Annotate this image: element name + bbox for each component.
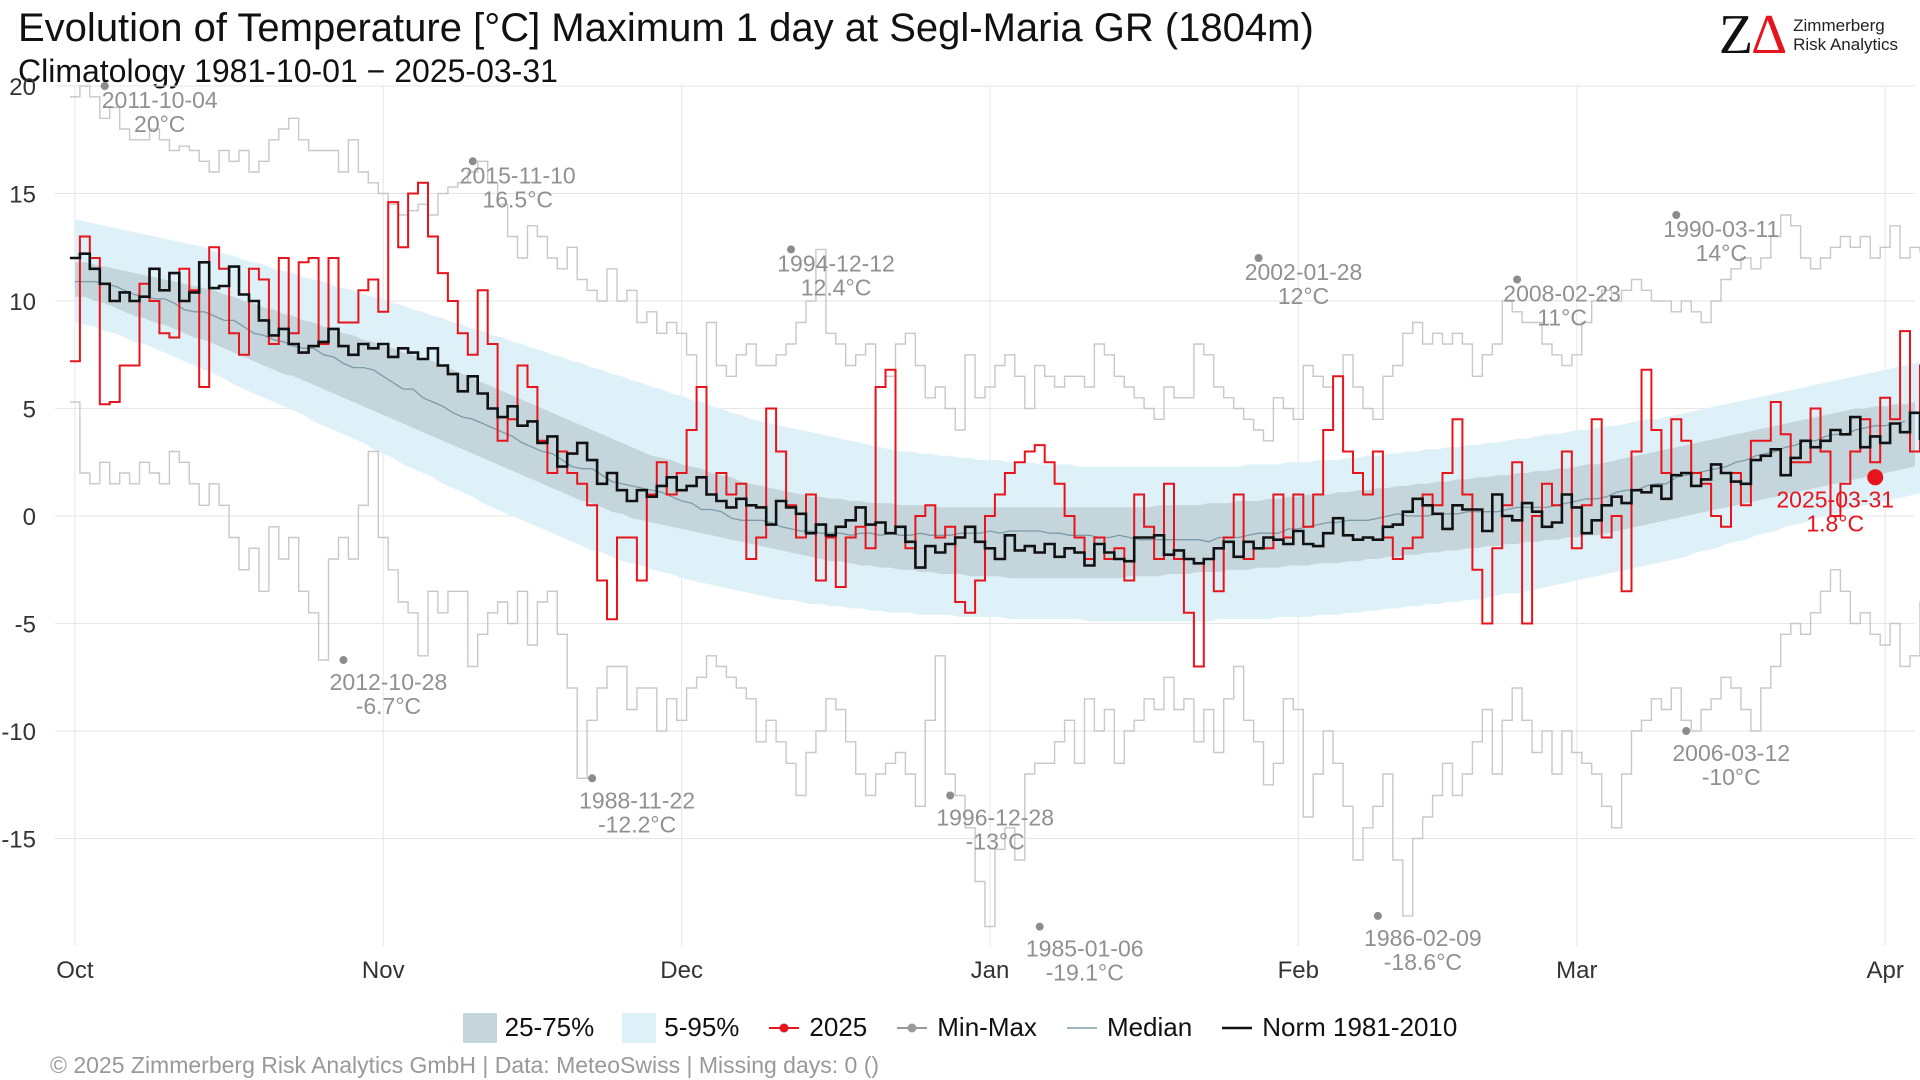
record-label-value: 16.5°C bbox=[482, 186, 553, 212]
record-label-date: 2006-03-12 bbox=[1672, 740, 1790, 766]
logo-mark: ZΔ bbox=[1719, 7, 1787, 63]
current-value-point bbox=[1867, 469, 1884, 486]
record-label-value: -12.2°C bbox=[598, 811, 676, 837]
logo-delta: Δ bbox=[1751, 4, 1787, 66]
record-point bbox=[468, 157, 477, 166]
x-tick-label: Jan bbox=[971, 957, 1010, 984]
record-label-date: 2015-11-10 bbox=[460, 162, 576, 188]
record-label-value: 20°C bbox=[134, 111, 185, 137]
legend-swatch-median bbox=[1065, 1013, 1099, 1043]
record-point bbox=[1682, 727, 1691, 735]
y-tick-label: 15 bbox=[9, 182, 36, 209]
temperature-chart: 20 15 10 5 0 -5 -10 -15 Oct Nov Dec Jan Feb Mar Apr 201… bbox=[1, 74, 1920, 986]
record-label-value: -6.7°C bbox=[356, 693, 421, 719]
legend-label-median: Median bbox=[1106, 1012, 1193, 1042]
series-2025-line bbox=[69, 181, 1920, 668]
legend-swatch-iqr bbox=[462, 1012, 497, 1043]
record-label-value: 14°C bbox=[1696, 240, 1747, 266]
record-point bbox=[1513, 275, 1522, 284]
chart-subtitle: Climatology 1981-10-01 − 2025-03-31 bbox=[18, 53, 558, 89]
legend-label-p90: 5-95% bbox=[664, 1012, 740, 1042]
record-point bbox=[1373, 911, 1382, 920]
record-point bbox=[1672, 211, 1681, 219]
y-tick-label: -15 bbox=[1, 827, 36, 854]
record-label-value: -13°C bbox=[966, 829, 1025, 855]
y-tick-label: -10 bbox=[1, 719, 36, 746]
record-label-date: 1988-11-22 bbox=[579, 787, 695, 813]
x-tick-label: Feb bbox=[1278, 957, 1319, 984]
record-label-date: 2008-02-23 bbox=[1503, 281, 1621, 307]
record-point bbox=[946, 791, 955, 800]
series-median-line bbox=[74, 280, 1906, 543]
x-tick-label: Apr bbox=[1866, 957, 1903, 984]
record-label-value: -18.6°C bbox=[1384, 949, 1462, 975]
logo-z: Z bbox=[1718, 4, 1753, 66]
y-tick-label: 20 bbox=[9, 74, 36, 101]
company-logo: ZΔ Zimmerberg Risk Analytics bbox=[1719, 7, 1898, 63]
x-tick-label: Oct bbox=[56, 957, 94, 984]
record-label-value: -10°C bbox=[1702, 764, 1761, 790]
record-point bbox=[100, 82, 109, 90]
record-label-date: 1986-02-09 bbox=[1364, 925, 1482, 951]
legend-label-norm: Norm 1981-2010 bbox=[1262, 1012, 1458, 1042]
record-label-value: 12°C bbox=[1278, 283, 1329, 309]
logo-line-1: Zimmerberg bbox=[1793, 16, 1885, 35]
legend-swatch-current bbox=[767, 1013, 801, 1043]
legend-item-p90: 5-95% bbox=[622, 1012, 739, 1043]
legend-item-current: 2025 bbox=[767, 1012, 867, 1043]
legend-label-current: 2025 bbox=[809, 1012, 868, 1042]
record-label-date: 1985-01-06 bbox=[1026, 936, 1144, 962]
x-tick-label: Mar bbox=[1556, 957, 1597, 984]
legend-item-minmax: Min-Max bbox=[895, 1012, 1037, 1043]
record-label-date: 2012-10-28 bbox=[330, 669, 448, 695]
legend-label-minmax: Min-Max bbox=[937, 1012, 1037, 1042]
record-label-date: 1996-12-28 bbox=[936, 805, 1054, 831]
current-label-date: 2025-03-31 bbox=[1776, 486, 1894, 512]
record-label-date: 2011-10-04 bbox=[102, 87, 218, 113]
record-label-date: 1994-12-12 bbox=[777, 250, 895, 276]
y-tick-label: 5 bbox=[23, 397, 36, 424]
chart-legend: 25-75% 5-95% 2025 Min-Max Median Norm 19… bbox=[0, 1012, 1920, 1043]
logo-text: Zimmerberg Risk Analytics bbox=[1793, 16, 1898, 54]
legend-item-median: Median bbox=[1065, 1012, 1192, 1043]
record-label-date: 2002-01-28 bbox=[1245, 259, 1363, 285]
x-tick-label: Nov bbox=[362, 957, 405, 984]
record-point bbox=[339, 656, 348, 665]
record-point bbox=[787, 245, 796, 254]
y-tick-label: 10 bbox=[9, 289, 36, 316]
legend-swatch-minmax bbox=[895, 1013, 929, 1043]
record-label-value: -19.1°C bbox=[1046, 960, 1124, 986]
y-tick-label: -5 bbox=[15, 612, 36, 639]
band-25-75 bbox=[74, 262, 1915, 579]
logo-line-2: Risk Analytics bbox=[1793, 35, 1898, 54]
legend-swatch-norm bbox=[1220, 1013, 1254, 1043]
footer-credit: © 2025 Zimmerberg Risk Analytics GmbH | … bbox=[50, 1052, 880, 1078]
current-label-value: 1.8°C bbox=[1806, 510, 1864, 536]
series-min-line bbox=[69, 401, 1920, 928]
legend-item-norm: Norm 1981-2010 bbox=[1220, 1012, 1457, 1043]
record-label-value: 11°C bbox=[1537, 305, 1587, 331]
record-label-date: 1990-03-11 bbox=[1663, 216, 1779, 242]
chart-title: Evolution of Temperature [°C] Maximum 1 … bbox=[18, 6, 1314, 50]
record-point bbox=[1254, 254, 1263, 262]
legend-label-iqr: 25-75% bbox=[504, 1012, 595, 1042]
record-point bbox=[1035, 922, 1044, 931]
legend-item-iqr: 25-75% bbox=[462, 1012, 595, 1043]
x-tick-label: Dec bbox=[660, 957, 703, 984]
series-norm-line bbox=[69, 252, 1920, 569]
legend-swatch-p90 bbox=[622, 1012, 657, 1043]
y-tick-label: 0 bbox=[23, 504, 36, 531]
record-point bbox=[588, 774, 597, 783]
record-label-value: 12.4°C bbox=[801, 274, 872, 300]
